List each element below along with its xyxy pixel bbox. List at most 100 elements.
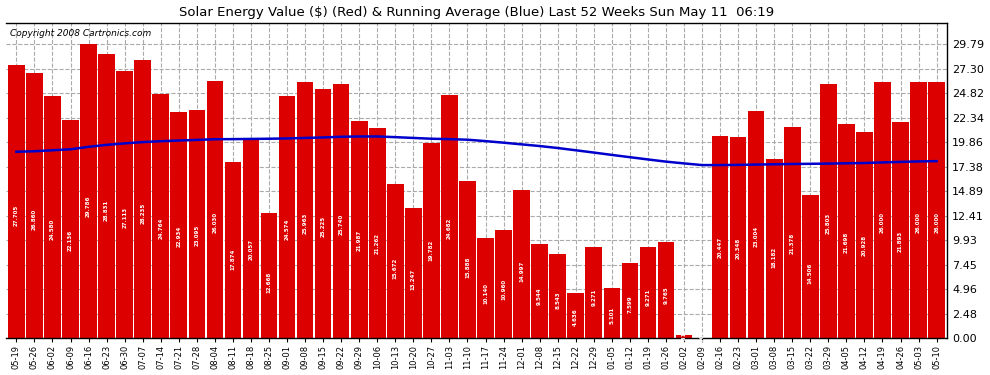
Bar	[188, 110, 205, 338]
Text: Copyright 2008 Cartronics.com: Copyright 2008 Cartronics.com	[10, 29, 151, 38]
Bar	[62, 120, 79, 338]
Text: 9.544: 9.544	[538, 287, 543, 304]
Text: 21.698: 21.698	[843, 231, 848, 252]
Text: 25.803: 25.803	[826, 213, 831, 234]
Bar	[369, 129, 385, 338]
Bar	[747, 111, 764, 338]
Text: 15.672: 15.672	[393, 258, 398, 279]
Bar	[260, 213, 277, 338]
Bar	[333, 84, 349, 338]
Text: 5.101: 5.101	[609, 307, 615, 324]
Bar	[929, 82, 944, 338]
Text: 25.963: 25.963	[303, 212, 308, 234]
Text: 9.271: 9.271	[645, 288, 650, 306]
Text: 20.348: 20.348	[736, 237, 741, 258]
Text: 26.860: 26.860	[32, 209, 37, 230]
Text: 18.182: 18.182	[772, 247, 777, 268]
Bar	[315, 89, 332, 338]
Bar	[387, 184, 404, 338]
Text: 25.740: 25.740	[339, 213, 344, 235]
Bar	[856, 132, 873, 338]
Text: 25.225: 25.225	[321, 216, 326, 237]
Bar	[514, 190, 530, 338]
Text: 24.682: 24.682	[446, 218, 452, 239]
Bar	[80, 44, 97, 338]
Text: 21.378: 21.378	[790, 233, 795, 254]
Bar	[604, 288, 620, 338]
Bar	[135, 60, 151, 338]
Text: 21.893: 21.893	[898, 230, 903, 252]
Text: 29.786: 29.786	[86, 195, 91, 217]
Bar	[405, 207, 422, 338]
Bar	[117, 71, 133, 338]
Bar	[350, 121, 367, 338]
Bar	[45, 96, 60, 338]
Text: 24.764: 24.764	[158, 217, 163, 239]
Bar	[766, 159, 782, 338]
Bar	[297, 82, 314, 338]
Text: 19.782: 19.782	[429, 240, 434, 261]
Bar	[170, 112, 187, 338]
Bar	[243, 140, 259, 338]
Text: 22.136: 22.136	[68, 230, 73, 251]
Text: 0.317: 0.317	[681, 328, 686, 345]
Text: 0.000: 0.000	[700, 330, 705, 347]
Bar	[98, 54, 115, 338]
Text: 15.888: 15.888	[465, 257, 470, 278]
Text: 26.000: 26.000	[880, 212, 885, 233]
Text: 14.506: 14.506	[808, 263, 813, 285]
Bar	[459, 182, 476, 338]
Text: 13.247: 13.247	[411, 269, 416, 290]
Bar	[495, 230, 512, 338]
Bar	[585, 247, 602, 338]
Text: 9.271: 9.271	[591, 288, 596, 306]
Bar	[802, 195, 819, 338]
Text: 12.668: 12.668	[266, 272, 271, 292]
Bar	[910, 82, 927, 338]
Bar	[207, 81, 223, 338]
Text: 28.831: 28.831	[104, 200, 109, 221]
Bar	[442, 95, 457, 338]
Text: 22.934: 22.934	[176, 226, 181, 247]
Text: 24.580: 24.580	[50, 219, 55, 240]
Text: 21.262: 21.262	[375, 233, 380, 254]
Bar	[279, 96, 295, 338]
Bar	[676, 335, 692, 338]
Bar	[839, 124, 854, 338]
Text: 23.095: 23.095	[194, 225, 199, 246]
Bar	[784, 127, 801, 338]
Bar	[26, 73, 43, 338]
Bar	[892, 122, 909, 338]
Bar	[225, 162, 242, 338]
Text: 26.000: 26.000	[935, 212, 940, 233]
Text: 10.960: 10.960	[501, 279, 506, 300]
Text: 4.636: 4.636	[573, 309, 578, 327]
Bar	[477, 238, 494, 338]
Bar	[712, 136, 729, 338]
Text: 20.447: 20.447	[718, 237, 723, 258]
Text: 7.599: 7.599	[628, 296, 633, 314]
Bar	[640, 247, 656, 338]
Title: Solar Energy Value ($) (Red) & Running Average (Blue) Last 52 Weeks Sun May 11  : Solar Energy Value ($) (Red) & Running A…	[179, 6, 774, 18]
Text: 21.987: 21.987	[356, 230, 361, 251]
Text: 8.543: 8.543	[555, 291, 560, 309]
Bar	[8, 65, 25, 338]
Bar	[532, 244, 547, 338]
Bar	[152, 94, 169, 338]
Text: 20.928: 20.928	[862, 235, 867, 256]
Bar	[820, 84, 837, 338]
Bar	[622, 263, 639, 338]
Text: 14.997: 14.997	[519, 261, 524, 282]
Text: 20.057: 20.057	[248, 238, 253, 260]
Text: 28.235: 28.235	[141, 202, 146, 223]
Bar	[567, 292, 584, 338]
Text: 17.874: 17.874	[231, 248, 236, 270]
Text: 23.004: 23.004	[753, 225, 758, 247]
Text: 9.765: 9.765	[663, 286, 668, 304]
Bar	[657, 242, 674, 338]
Text: 27.705: 27.705	[14, 205, 19, 226]
Bar	[730, 138, 746, 338]
Bar	[874, 82, 891, 338]
Text: 27.113: 27.113	[122, 207, 127, 228]
Text: 26.030: 26.030	[213, 212, 218, 233]
